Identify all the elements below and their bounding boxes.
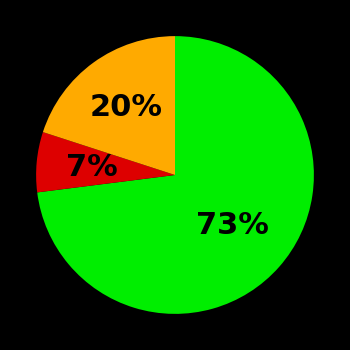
Text: 20%: 20% bbox=[90, 93, 162, 122]
Text: 73%: 73% bbox=[196, 211, 269, 240]
Wedge shape bbox=[36, 132, 175, 192]
Wedge shape bbox=[43, 36, 175, 175]
Text: 7%: 7% bbox=[66, 153, 118, 182]
Wedge shape bbox=[37, 36, 314, 314]
